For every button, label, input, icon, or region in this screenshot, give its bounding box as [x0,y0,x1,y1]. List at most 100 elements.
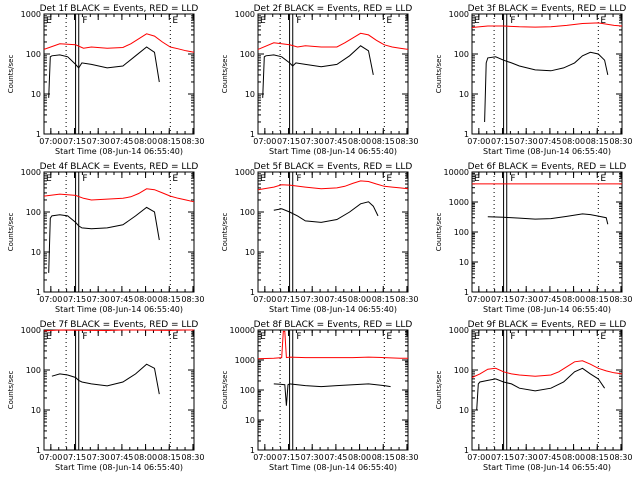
marker-f-label: F [82,332,87,342]
x-axis-label: Start Time (08-Jun-14 06:55:40) [269,305,397,314]
x-tick-label: 07:00 [39,453,62,462]
panel-title: Det 1f BLACK = Events, RED = LLD [40,4,199,14]
y-tick-label: 10 [245,416,255,425]
x-tick-label: 07:45 [110,453,133,462]
x-tick-label: 07:30 [87,453,110,462]
y-tick-label: 1000 [235,168,255,177]
panel-title: Det 9f BLACK = Events, RED = LLD [468,320,627,330]
series-lld [257,32,409,50]
series-events [273,201,379,223]
x-tick-label: 08:30 [395,453,418,462]
y-tick-label: 1 [36,130,41,139]
y-tick-label: 1 [250,288,255,297]
y-tick-label: 1000 [21,10,41,19]
marker-f-label: F [296,16,301,26]
y-tick-label: 10000 [444,168,469,177]
y-axis-label: Counts/sec [435,213,443,252]
x-tick-label: 08:15 [586,295,609,304]
panel-title: Det 5f BLACK = Events, RED = LLD [254,162,413,172]
x-tick-label: 07:00 [39,295,62,304]
x-tick-label: 07:30 [87,295,110,304]
x-tick-label: 07:00 [253,453,276,462]
y-axis-label: Counts/sec [221,371,229,410]
y-axis-label: Counts/sec [435,55,443,94]
x-tick-label: 08:00 [134,453,157,462]
marker-e-label: E [46,174,52,184]
panel-8: Det 8f BLACK = Events, RED = LLD 1 10 100 10… [221,320,418,472]
plot-frame [257,171,409,293]
y-tick-label: 100 [26,50,41,59]
y-tick-label: 1 [250,446,255,455]
y-tick-label: 100 [26,366,41,375]
x-tick-label: 08:30 [395,295,418,304]
x-tick-label: 07:30 [515,453,538,462]
y-tick-label: 10 [245,90,255,99]
x-axis-label: Start Time (08-Jun-14 06:55:40) [269,147,397,156]
plot-frame [43,171,195,293]
y-tick-label: 100 [454,366,469,375]
series-lld [43,329,194,332]
x-tick-label: 07:15 [491,295,514,304]
y-tick-label: 100 [240,386,255,395]
marker-e-label: E [46,16,52,26]
x-tick-label: 07:30 [515,295,538,304]
x-axis-label: Start Time (08-Jun-14 06:55:40) [483,305,611,314]
series-lld [257,180,409,191]
x-tick-label: 08:15 [158,453,181,462]
y-axis-label: Counts/sec [435,371,443,410]
x-tick-label: 08:30 [609,295,632,304]
y-tick-label: 10000 [230,326,255,335]
x-tick-label: 07:15 [491,453,514,462]
x-tick-label: 07:00 [467,453,490,462]
y-tick-label: 1 [464,288,469,297]
x-tick-label: 07:45 [110,295,133,304]
series-events [476,367,606,411]
panel-title: Det 4f BLACK = Events, RED = LLD [40,162,199,172]
series-events [484,51,609,123]
x-tick-label: 08:00 [562,137,585,146]
panel-9: Det 9f BLACK = Events, RED = LLD 1 10 100 10… [435,320,632,472]
x-tick-label: 08:00 [348,137,371,146]
x-tick-label: 07:45 [324,137,347,146]
plot-frame [257,13,409,135]
y-tick-label: 100 [454,50,469,59]
series-lld [257,330,408,360]
x-tick-label: 07:45 [324,453,347,462]
x-tick-label: 08:15 [372,453,395,462]
panel-7: Det 7f BLACK = Events, RED = LLD 1 10 100 10… [7,320,204,472]
panel-title: Det 6f BLACK = Events, RED = LLD [468,162,627,172]
series-events [48,46,160,98]
x-tick-label: 07:00 [253,137,276,146]
marker-e-label: E [600,16,606,26]
x-tick-label: 07:30 [301,295,324,304]
marker-e-label: E [260,16,266,26]
x-tick-label: 08:00 [134,137,157,146]
y-tick-label: 1000 [21,168,41,177]
y-axis-label: Counts/sec [221,55,229,94]
x-tick-label: 08:15 [586,453,609,462]
x-tick-label: 08:15 [586,137,609,146]
x-tick-label: 07:45 [538,453,561,462]
x-tick-label: 08:15 [372,295,395,304]
x-tick-label: 07:00 [253,295,276,304]
y-tick-label: 100 [240,208,255,217]
y-tick-label: 10 [245,248,255,257]
x-tick-label: 08:15 [158,137,181,146]
panel-title: Det 2f BLACK = Events, RED = LLD [254,4,413,14]
y-tick-label: 1 [36,446,41,455]
marker-e-label: E [46,332,52,342]
marker-e-label: E [260,174,266,184]
y-tick-label: 1000 [449,198,469,207]
marker-e-label: E [386,174,392,184]
x-tick-label: 08:15 [372,137,395,146]
y-tick-label: 1000 [449,326,469,335]
x-tick-label: 07:15 [277,137,300,146]
marker-e-label: E [386,332,392,342]
x-tick-label: 08:00 [348,295,371,304]
x-tick-label: 08:30 [181,453,204,462]
series-events [487,213,609,225]
y-tick-label: 1 [36,288,41,297]
x-tick-label: 07:00 [39,137,62,146]
x-axis-label: Start Time (08-Jun-14 06:55:40) [55,147,183,156]
x-tick-label: 08:00 [348,453,371,462]
